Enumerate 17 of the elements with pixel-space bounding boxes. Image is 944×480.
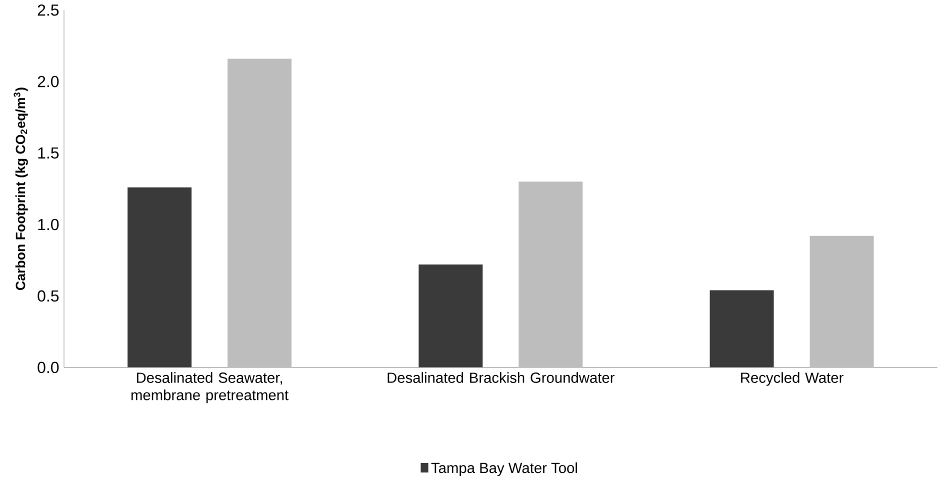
x-tick-label: Desalinated Brackish Groundwater (388, 372, 615, 383)
bar (710, 290, 774, 368)
y-tick-label: 2.5 (38, 4, 59, 16)
y-tick-label: 0.5 (38, 290, 59, 302)
bar (518, 181, 583, 368)
y-tick-label: 1.0 (38, 218, 59, 230)
y-axis-title: Carbon Footprint (kg CO$_{2}$eq/m$^{3}$) (14, 87, 28, 290)
bar (810, 236, 874, 368)
bar (418, 264, 483, 368)
legend-label: Tampa Bay Water Tool (431, 462, 577, 476)
y-tick-label: 0.0 (38, 362, 59, 373)
bar (128, 187, 192, 368)
x-tick-label: Recycled Water (741, 372, 844, 386)
y-tick-label: 1.5 (38, 147, 59, 158)
bar (228, 58, 292, 368)
y-tick-label: 2.0 (38, 76, 59, 88)
x-tick-label: Desalinated Seawater, membrane pretreatment (131, 372, 289, 403)
